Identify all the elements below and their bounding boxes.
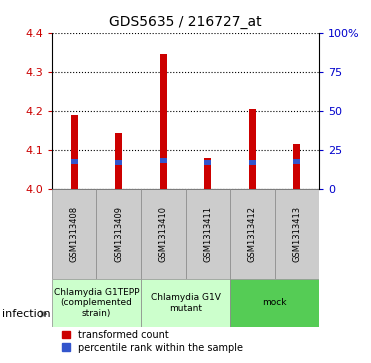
Text: GSM1313409: GSM1313409: [114, 206, 123, 262]
Bar: [275, 189, 319, 279]
Bar: [160, 54, 167, 189]
Bar: [141, 189, 186, 279]
Bar: [186, 189, 230, 279]
Bar: [293, 144, 300, 189]
Bar: [96, 189, 141, 279]
Text: mock: mock: [262, 298, 287, 307]
Bar: [141, 279, 230, 327]
Bar: [115, 132, 122, 189]
Text: GSM1313408: GSM1313408: [70, 206, 79, 262]
Title: GDS5635 / 216727_at: GDS5635 / 216727_at: [109, 15, 262, 29]
Text: Chlamydia G1V
mutant: Chlamydia G1V mutant: [151, 293, 220, 313]
Bar: [249, 160, 256, 165]
Bar: [230, 189, 275, 279]
Legend: transformed count, percentile rank within the sample: transformed count, percentile rank withi…: [62, 330, 243, 352]
Bar: [52, 279, 141, 327]
Bar: [230, 279, 319, 327]
Text: GSM1313412: GSM1313412: [248, 206, 257, 262]
Bar: [204, 158, 211, 189]
Bar: [52, 189, 96, 279]
Bar: [71, 159, 78, 164]
Bar: [293, 159, 300, 164]
Text: infection: infection: [2, 309, 50, 319]
Bar: [249, 109, 256, 189]
Text: Chlamydia G1TEPP
(complemented
strain): Chlamydia G1TEPP (complemented strain): [54, 288, 139, 318]
Text: GSM1313413: GSM1313413: [292, 206, 301, 262]
Text: GSM1313411: GSM1313411: [203, 206, 212, 262]
Text: GSM1313410: GSM1313410: [159, 206, 168, 262]
Bar: [71, 115, 78, 189]
Bar: [204, 160, 211, 165]
Bar: [115, 160, 122, 165]
Bar: [160, 158, 167, 163]
